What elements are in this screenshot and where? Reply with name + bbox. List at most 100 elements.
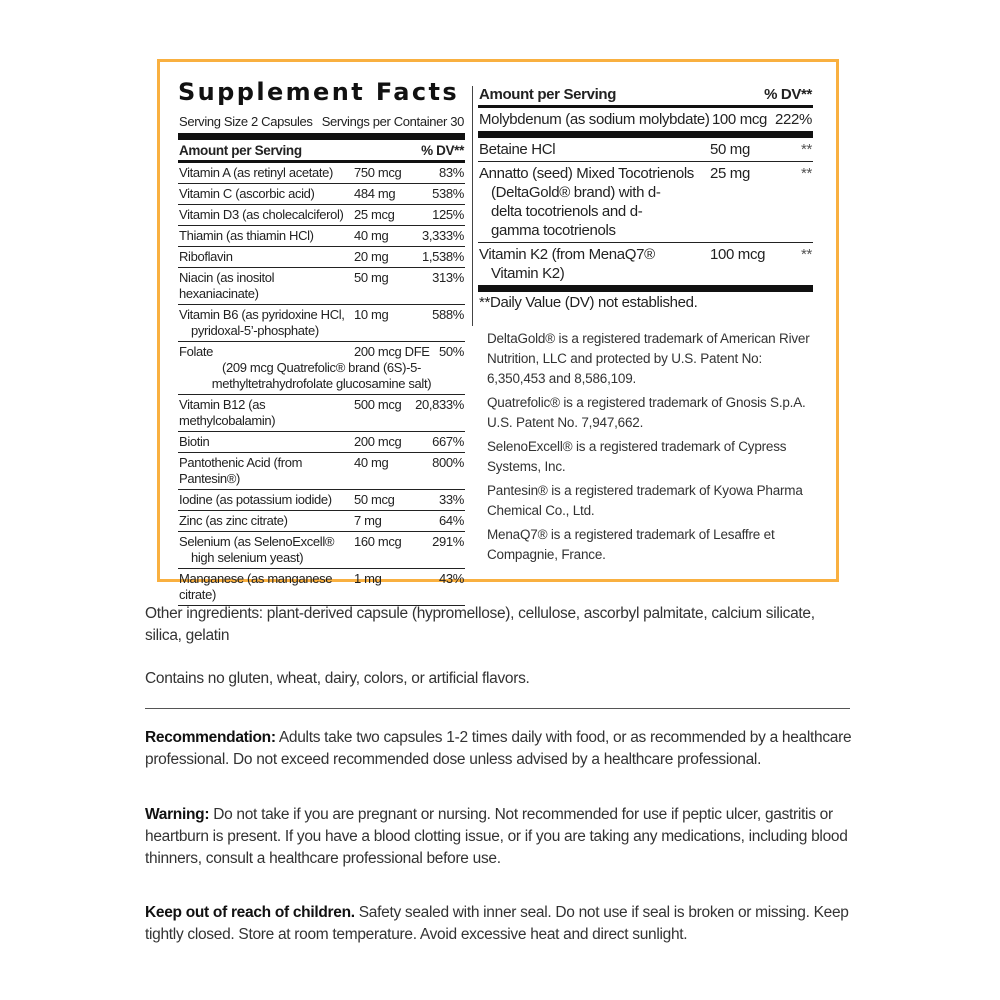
table-row: Thiamin (as thiamin HCl) 40 mg 3,333% [178,226,465,247]
nutrient-name: Biotin [179,434,210,449]
recommendation: Recommendation: Adults take two capsules… [145,727,855,771]
trademark-note: DeltaGold® is a registered trademark of … [487,331,810,386]
nutrient-name: Selenium (as SelenoExcell® [179,534,335,549]
keep-out-text: Safety sealed with inner seal. Do not us… [145,904,849,943]
table-row: Manganese (as manganese citrate) 1 mg 43% [178,569,465,606]
table-row: Pantothenic Acid (from Pantesin®) 40 mg 80… [178,453,465,490]
nutrient-name: Zinc (as zinc citrate) [179,513,288,528]
folate-row: Folate 200 mcg DFE 50% (209 mcg Quatrefolic… [178,342,465,395]
nutrient-amount: 1 mg [354,571,382,586]
warning-text: Do not take if you are pregnant or nursi… [145,806,848,867]
nutrient-list: Vitamin A (as retinyl acetate) 750 mcg 83%… [178,163,465,606]
table-header: Amount per Serving % DV** [178,140,465,163]
nutrient-dv: 588% [432,307,464,322]
nutrient-name: Riboflavin [179,249,233,264]
supplement-facts-panel [157,59,839,582]
column-divider [472,86,473,326]
nutrient-name-cell: Biotin [179,434,354,450]
nutrient-name-cell: Vitamin B6 (as pyridoxine HCl, pyridoxal-… [179,307,354,339]
ingredient-name: Vitamin K2 (from MenaQ7® [479,246,655,263]
table-header: Amount per Serving % DV** [478,84,813,108]
recommendation-text: Adults take two capsules 1-2 times daily… [145,729,852,768]
warning: Warning: Do not take if you are pregnant… [145,804,855,870]
divider [145,708,850,709]
trademark-note: Quatrefolic® is a registered trademark o… [487,395,806,430]
table-row: Niacin (as inositol hexaniacinate) 50 mg 3… [178,268,465,305]
ingredient-dv: ** [801,165,812,182]
nutrient-dv: 33% [439,492,464,507]
table-row: Molybdenum (as sodium molybdate) 100 mcg… [478,108,813,138]
nutrient-dv: 64% [439,513,464,528]
amount-header: Amount per Serving [179,143,302,158]
ingredient-amount: 25 mg [710,165,750,182]
ingredient-name-cell: Vitamin K2 (from MenaQ7® Vitamin K2) [479,245,710,283]
nutrient-amount: 160 mcg [354,534,402,549]
nutrient-name: Vitamin C (ascorbic acid) [179,186,315,201]
nutrient-name-cell: Vitamin D3 (as cholecalciferol) [179,207,354,223]
ingredient-dv: ** [801,246,812,263]
nutrient-dv: 83% [439,165,464,180]
nutrient-dv: 50% [439,344,464,359]
storage-warning: Keep out of reach of children. Safety se… [145,902,855,946]
nutrient-dv: 1,538% [422,249,464,264]
trademark-note: Pantesin® is a registered trademark of K… [487,483,803,518]
nutrient-amount: 50 mcg [354,492,395,507]
nutrient-name-cell: Manganese (as manganese citrate) [179,571,354,603]
nutrient-name: Molybdenum (as sodium molybdate) [479,111,710,128]
panel-title: Supplement Facts [178,78,460,106]
table-row: Zinc (as zinc citrate) 7 mg 64% [178,511,465,532]
nutrient-name-cell: Vitamin C (ascorbic acid) [179,186,354,202]
table-row: Riboflavin 20 mg 1,538% [178,247,465,268]
nutrient-name-cell: Vitamin B12 (as methylcobalamin) [179,397,354,429]
nutrient-amount: 25 mcg [354,207,395,222]
nutrient-name: Vitamin B6 (as pyridoxine HCl, [179,307,345,322]
ingredient-name: Annatto (seed) Mixed Tocotrienols [479,165,694,182]
table-row: Biotin 200 mcg 667% [178,432,465,453]
ingredient-name-cell: Betaine HCl [479,140,710,159]
ingredient-name: Betaine HCl [479,141,556,158]
dv-header: % DV** [421,143,464,158]
ingredient-list: Betaine HCl 50 mg ** Annatto (seed) Mixed T… [478,138,813,292]
nutrient-amount: 500 mcg [354,397,402,412]
trademark-notes: DeltaGold® is a registered trademark of … [487,329,817,569]
serving-info: Serving Size 2 Capsules Servings per Con… [178,108,465,140]
nutrient-source: high selenium yeast) [191,550,304,565]
recommendation-label: Recommendation: [145,729,276,746]
nutrient-name-cell: Selenium (as SelenoExcell® high selenium … [179,534,354,566]
nutrient-name-cell: Folate [179,344,354,360]
table-row: Folate 200 mcg DFE 50% [178,342,465,360]
nutrient-name-cell: Pantothenic Acid (from Pantesin®) [179,455,354,487]
nutrient-dv: 800% [432,455,464,470]
table-row: Vitamin D3 (as cholecalciferol) 25 mcg 125… [178,205,465,226]
nutrient-amount: 40 mg [354,228,389,243]
nutrient-source: pyridoxal-5’-phosphate) [191,323,319,338]
other-ingredients: Other ingredients: plant-derived capsule… [145,605,815,644]
nutrient-dv: 125% [432,207,464,222]
ingredient-amount: 100 mcg [710,246,766,263]
table-row: Vitamin B6 (as pyridoxine HCl, pyridoxal-… [178,305,465,342]
supplement-facts-right: Amount per Serving % DV** Molybdenum (as… [478,84,813,313]
amount-header: Amount per Serving [479,86,617,103]
nutrient-amount: 40 mg [354,455,389,470]
nutrient-name: Manganese (as manganese citrate) [179,571,333,602]
trademark-note: SelenoExcell® is a registered trademark … [487,439,787,474]
nutrient-dv: 20,833% [415,397,464,412]
nutrient-name: Vitamin B12 (as methylcobalamin) [179,397,276,428]
ingredient-source: Vitamin K2) [491,265,565,282]
table-row: Iodine (as potassium iodide) 50 mcg 33% [178,490,465,511]
nutrient-name-cell: Vitamin A (as retinyl acetate) [179,165,354,181]
nutrient-name-cell: Zinc (as zinc citrate) [179,513,354,529]
warning-label: Warning: [145,806,210,823]
ingredient-name-cell: Annatto (seed) Mixed Tocotrienols (DeltaG… [479,164,710,240]
supplement-facts-left: Supplement Facts Serving Size 2 Capsules… [178,76,465,606]
nutrient-name: Thiamin (as thiamin HCl) [179,228,314,243]
serving-size: Serving Size 2 Capsules [179,114,313,129]
nutrient-dv: 291% [432,534,464,549]
nutrient-amount: 750 mcg [354,165,402,180]
ingredient-dv: ** [801,141,812,158]
table-row: Vitamin A (as retinyl acetate) 750 mcg 83% [178,163,465,184]
nutrient-name-cell: Riboflavin [179,249,354,265]
nutrient-dv: 538% [432,186,464,201]
table-row: Annatto (seed) Mixed Tocotrienols (DeltaG… [478,162,813,243]
nutrient-amount: 200 mcg [354,434,402,449]
